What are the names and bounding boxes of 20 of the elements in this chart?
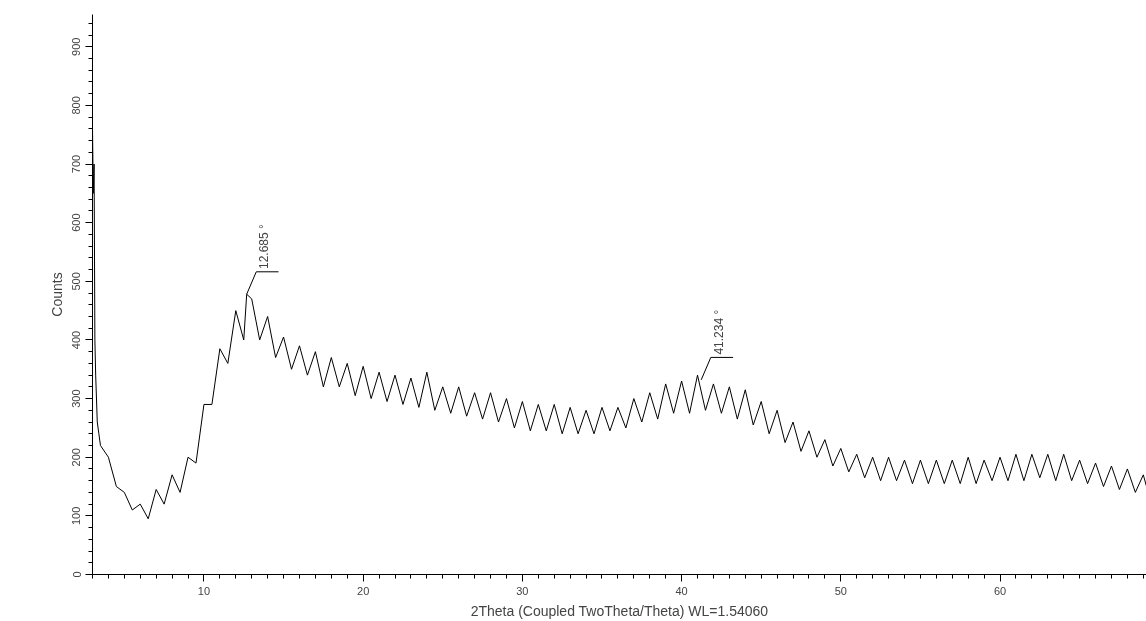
x-tick-label: 60 xyxy=(993,584,1007,597)
y-tick-label: 600 xyxy=(70,213,83,232)
y-tick-label: 700 xyxy=(70,154,83,174)
x-tick-label: 40 xyxy=(675,584,688,597)
y-tick-label: 100 xyxy=(70,506,83,526)
y-tick-label: 500 xyxy=(70,272,83,291)
y-tick-label: 900 xyxy=(70,37,83,56)
y-tick-label: 400 xyxy=(70,330,83,350)
annotation: 41.234 ° xyxy=(711,309,726,355)
annotation: 12.685 ° xyxy=(257,223,272,270)
y-tick-label: 800 xyxy=(70,96,83,115)
y-tick-label: 300 xyxy=(70,389,83,408)
y-tick-label: 0 xyxy=(70,571,83,578)
y-tick-label: 200 xyxy=(70,448,83,467)
x-tick-label: 20 xyxy=(357,584,370,597)
x-tick-label: 50 xyxy=(834,584,847,597)
x-tick-label: 30 xyxy=(516,584,529,597)
x-axis-title: 2Theta (Coupled TwoTheta/Theta) WL=1.54060 xyxy=(470,602,769,619)
x-tick-label: 10 xyxy=(197,584,211,597)
y-axis-title: Counts xyxy=(48,272,65,317)
